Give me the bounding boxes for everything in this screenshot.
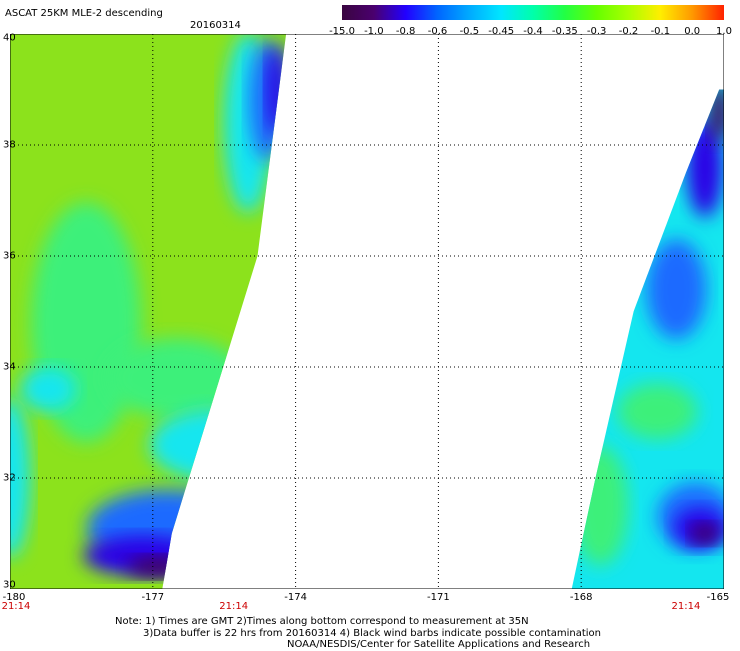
- latitude-label: 30: [3, 579, 16, 591]
- gridlines: [10, 34, 724, 589]
- latitude-label: 40: [3, 32, 16, 44]
- longitude-label: -168: [569, 592, 593, 603]
- note-line-3: NOAA/NESDIS/Center for Satellite Applica…: [287, 639, 591, 650]
- colorbar-label: -0.5: [459, 26, 480, 37]
- time-label: 21:14: [671, 601, 701, 612]
- longitude-label: -165: [706, 592, 730, 603]
- field-patch: [106, 338, 247, 419]
- field-patch: [266, 44, 287, 135]
- field-patch: [10, 398, 30, 558]
- colorbar-label: -0.6: [427, 26, 448, 37]
- colorbar-label: 0.0: [684, 26, 701, 37]
- colorbar-label: -0.1: [650, 26, 671, 37]
- field-patch: [149, 408, 287, 481]
- colorbar-label: -1.0: [364, 26, 384, 37]
- colorbar-label: -0.35: [551, 26, 578, 37]
- latitude-label: 36: [3, 250, 16, 262]
- notes: Note: 1) Times are GMT 2)Times along bot…: [115, 616, 601, 651]
- field-patch: [20, 367, 77, 412]
- longitude-label: -171: [427, 592, 450, 603]
- colorbar-label: -15.0: [329, 26, 355, 37]
- field-patch: [572, 445, 629, 566]
- note-line-2: 3)Data buffer is 22 hrs from 20160314 4)…: [143, 627, 601, 639]
- longitude-label: -177: [141, 592, 165, 603]
- colorbar-label: -0.2: [618, 26, 639, 37]
- field-patch: [646, 239, 707, 340]
- longitude-label: -174: [284, 592, 307, 603]
- product-date: 20160314: [190, 20, 241, 31]
- time-label: 21:14: [219, 601, 249, 612]
- colorbar-label: -0.3: [586, 26, 607, 37]
- field-patch: [690, 523, 719, 544]
- colorbar: [342, 5, 724, 20]
- colorbar-label: -0.8: [395, 26, 416, 37]
- product-title: ASCAT 25KM MLE-2 descending: [5, 8, 163, 19]
- time-label: 21:14: [1, 601, 31, 612]
- field-patch: [617, 383, 698, 440]
- latitude-label: 32: [3, 472, 16, 484]
- longitude-label: -180: [2, 592, 26, 603]
- latitude-label: 38: [3, 139, 16, 151]
- colorbar-label: -0.4: [523, 26, 543, 37]
- latitude-label: 34: [3, 361, 16, 373]
- note-line-1: Note: 1) Times are GMT 2)Times along bot…: [115, 616, 529, 627]
- colorbar-label: -0.45: [488, 26, 515, 37]
- field-patch: [127, 556, 188, 577]
- map-panel: [10, 34, 724, 589]
- colorbar-label: 1.0: [716, 26, 732, 37]
